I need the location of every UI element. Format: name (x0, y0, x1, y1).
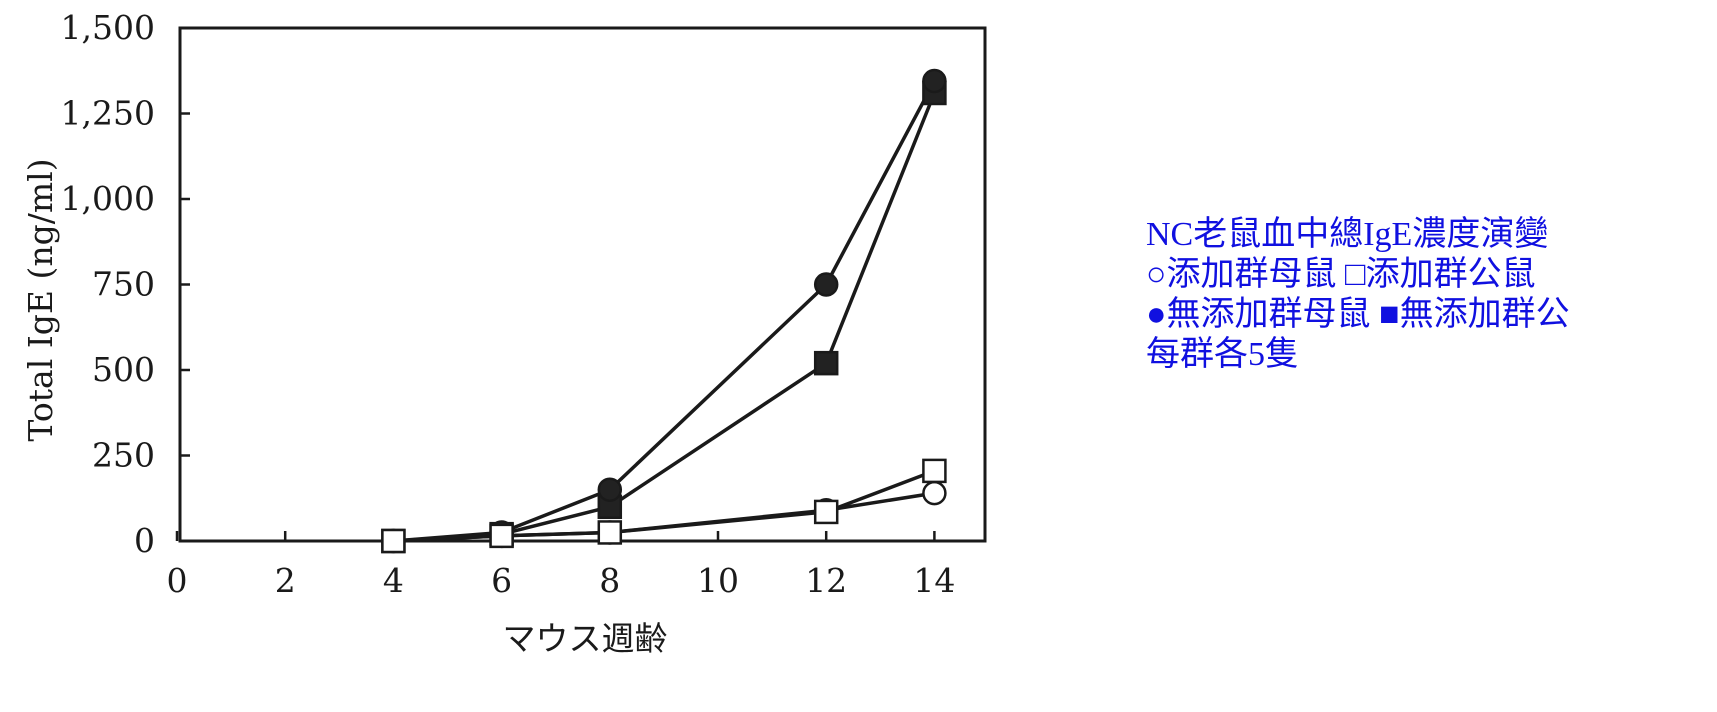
caption-legend-line-1: ○添加群母鼠 □添加群公鼠 (1146, 256, 1536, 293)
data-point-addition-male (813, 499, 839, 525)
data-point-no-addition-female (813, 272, 839, 297)
x-tick-label: 6 (491, 561, 512, 600)
y-tick-label: 500 (92, 350, 155, 389)
data-point-no-addition-female (922, 68, 947, 94)
plot-frame (178, 26, 987, 543)
x-axis-title: マウス週齢 (503, 619, 668, 658)
x-tick-label: 2 (275, 561, 296, 600)
x-tick-label: 10 (697, 561, 739, 600)
data-point-addition-male (489, 523, 514, 549)
x-tick-label: 14 (913, 561, 955, 600)
y-tick-label: 1,000 (61, 179, 155, 218)
data-point-addition-male (381, 528, 406, 554)
markers-addition-male (381, 458, 947, 554)
x-tick-label: 12 (805, 561, 847, 600)
y-tick-label: 0 (134, 521, 155, 560)
y-axis-title: Total IgE (ng/ml) (21, 158, 60, 441)
y-axis: 0 250 500 750 1,000 1,250 1,500 (61, 8, 190, 560)
data-point-no-addition-female (597, 477, 623, 502)
x-tick-label: 0 (167, 561, 188, 600)
y-tick-label: 750 (92, 265, 155, 304)
plot-area (178, 26, 987, 543)
y-tick-label: 1,500 (61, 8, 155, 47)
caption-legend-line-2: ●無添加群母鼠 ■無添加群公 (1146, 296, 1570, 333)
series-lines (381, 68, 947, 554)
x-tick-label: 4 (383, 561, 404, 600)
data-point-addition-female (922, 480, 947, 506)
series-no-addition-male (393, 92, 937, 543)
caption-note: 每群各5隻 (1146, 336, 1299, 373)
y-tick-label: 1,250 (61, 94, 155, 133)
caption-title: NC老鼠血中總IgE濃度演變 (1146, 216, 1549, 253)
data-point-no-addition-male (813, 350, 839, 376)
markers-no-addition-male (381, 80, 947, 554)
data-point-addition-male (597, 520, 623, 545)
markers-no-addition-female (381, 68, 947, 554)
y-tick-label: 250 (92, 436, 155, 475)
figure-caption: NC老鼠血中總IgE濃度演變 ○添加群母鼠 □添加群公鼠 ●無添加群母鼠 ■無添… (1146, 215, 1711, 375)
x-tick-label: 8 (599, 561, 620, 600)
line-chart: 0 250 500 750 1,000 1,250 1,500 0 2 4 6 8 10 12 14 マウ… (21, 8, 987, 658)
series-line-no-addition-male (393, 92, 937, 543)
data-point-addition-male (922, 458, 947, 484)
